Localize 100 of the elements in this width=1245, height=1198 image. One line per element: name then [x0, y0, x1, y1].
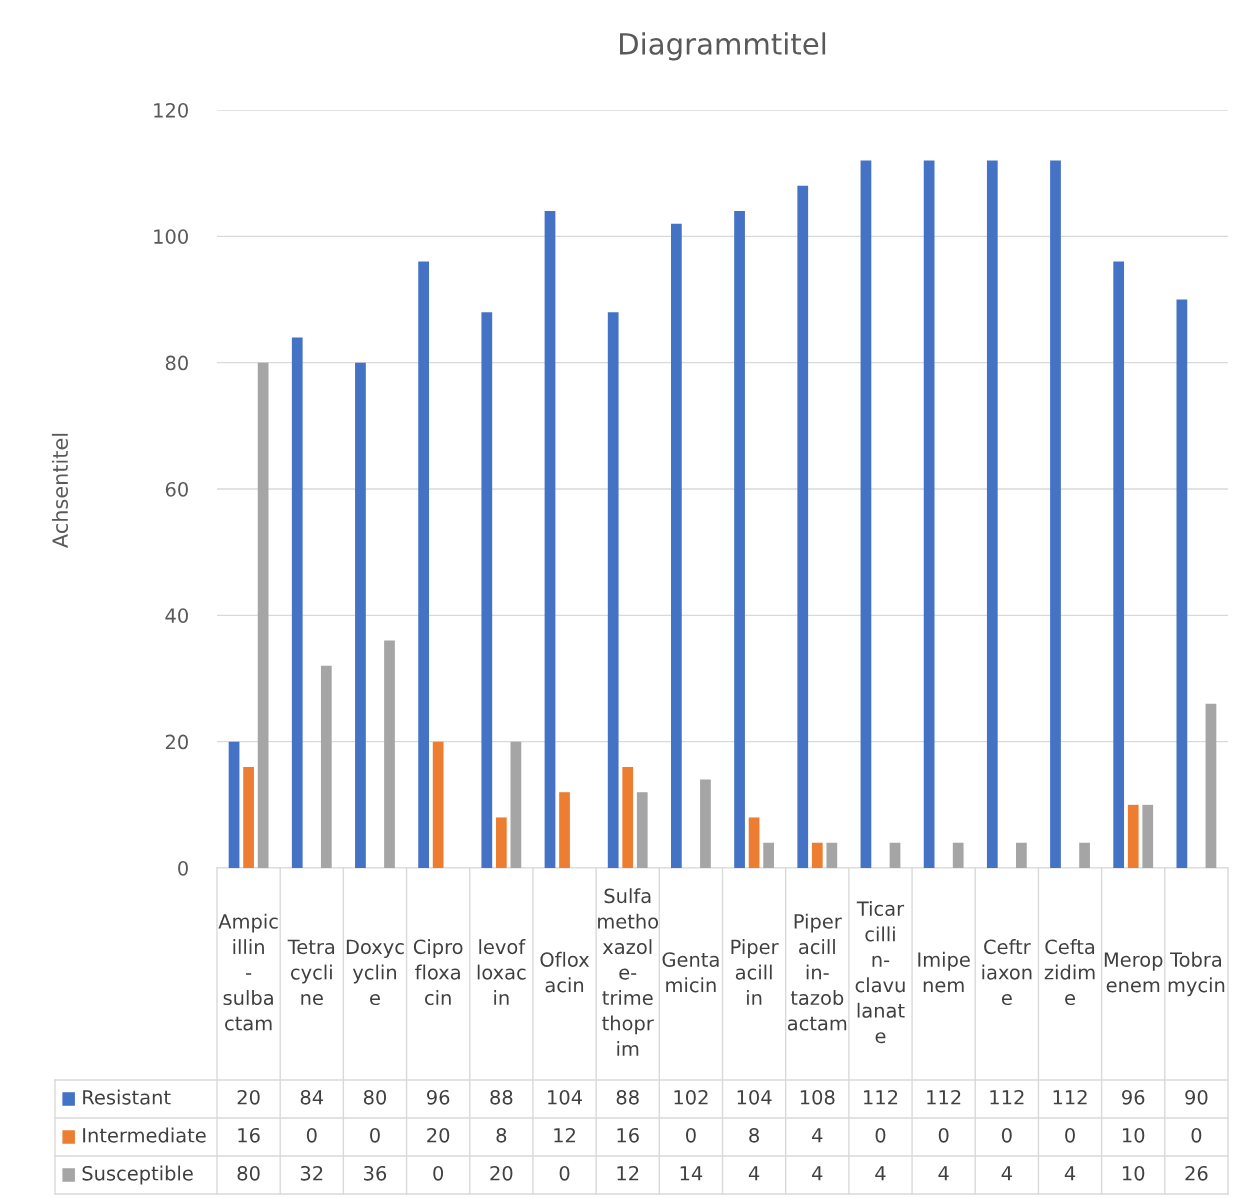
bar: [860, 160, 872, 868]
bar: [432, 741, 444, 868]
bar: [986, 160, 998, 868]
data-label: 0: [306, 1127, 317, 1143]
data-label: 104: [737, 1089, 772, 1105]
x-tick-label: Piperacillin-tazobactam: [787, 913, 847, 1031]
legend-label: Susceptible: [82, 1165, 193, 1185]
bar: [257, 362, 269, 868]
bar: [510, 741, 522, 868]
data-label: 4: [812, 1128, 823, 1143]
bar: [797, 185, 809, 868]
data-label: 84: [300, 1089, 324, 1105]
chart-title: Diagrammtitel: [620, 32, 826, 61]
data-label: 0: [559, 1165, 570, 1181]
x-tick-label: Sulfamethoxazole-trimethoprim: [598, 888, 659, 1056]
bar: [622, 766, 634, 868]
data-label: 80: [363, 1089, 387, 1105]
y-tick-label: 20: [165, 734, 188, 750]
data-label: 104: [548, 1089, 582, 1105]
data-label: 96: [1122, 1089, 1145, 1105]
data-label: 4: [1064, 1166, 1076, 1181]
bar: [384, 640, 395, 868]
y-tick-label: 40: [165, 608, 188, 623]
data-label: 4: [1001, 1166, 1012, 1181]
data-label: 112: [1053, 1089, 1087, 1105]
data-label: 12: [554, 1127, 575, 1143]
bar: [243, 766, 254, 868]
bar: [1079, 842, 1090, 868]
y-tick-label: 80: [165, 355, 188, 371]
data-label: 14: [680, 1166, 703, 1181]
data-label: 10: [1122, 1165, 1145, 1181]
x-tick-label: Ceftazidime: [1044, 939, 1095, 1006]
bar: [952, 842, 964, 868]
data-label: 20: [237, 1089, 260, 1105]
data-label: 0: [1001, 1127, 1012, 1143]
data-label: 16: [617, 1127, 639, 1143]
bar: [1050, 160, 1061, 868]
data-label: 20: [427, 1127, 450, 1143]
legend-label: Resistant: [83, 1089, 171, 1105]
bar: [544, 211, 556, 868]
y-tick-label: 60: [165, 481, 188, 497]
bar: [734, 211, 745, 868]
y-tick-label: 0: [178, 860, 188, 876]
x-tick-label: Ceftriaxone: [982, 939, 1032, 1006]
data-label: 32: [300, 1165, 323, 1181]
bar: [320, 665, 332, 868]
data-label: 4: [938, 1166, 949, 1181]
data-label: 0: [875, 1127, 886, 1143]
bar: [607, 312, 619, 868]
data-label: 112: [990, 1089, 1024, 1105]
y-tick-label: 120: [154, 102, 188, 118]
data-label: 108: [800, 1089, 835, 1105]
y-tick-label: 100: [154, 229, 188, 244]
data-label: 0: [686, 1127, 696, 1143]
bar: [700, 779, 711, 868]
bar: [1127, 804, 1139, 868]
bar: [1176, 299, 1188, 868]
data-label: 12: [617, 1165, 639, 1181]
bar: [1205, 703, 1217, 868]
x-tick-label: Ciprofloxacin: [413, 939, 463, 1006]
bar: [228, 741, 240, 868]
data-label: 88: [616, 1089, 639, 1105]
bar: [355, 362, 366, 868]
bar: [671, 223, 682, 868]
data-label: 102: [674, 1089, 708, 1105]
legend-label: Intermediate: [83, 1127, 206, 1143]
data-label: 0: [1191, 1127, 1202, 1143]
bar: [495, 817, 507, 868]
bar: [748, 817, 760, 868]
x-tick-label: levofloxacin: [477, 939, 526, 1005]
x-tick-label: Ampicillin-sulbactam: [218, 913, 278, 1031]
bar: [826, 842, 838, 868]
data-label: 112: [927, 1089, 961, 1105]
data-label: 8: [749, 1127, 759, 1143]
bar: [923, 160, 935, 868]
data-label: 20: [490, 1165, 513, 1181]
x-tick-label: Gentamicin: [662, 952, 719, 993]
x-tick-label: Ticarcillin-clavulanate: [855, 900, 905, 1044]
data-label: 4: [875, 1166, 886, 1181]
data-label: 112: [864, 1089, 898, 1105]
bar: [636, 792, 648, 868]
x-tick-label: Tetracycline: [287, 939, 335, 1006]
bar: [481, 312, 493, 868]
bar: [811, 842, 823, 868]
x-tick-label: Ofloxacin: [540, 951, 590, 993]
bar: [1113, 261, 1125, 868]
bar: [1016, 842, 1027, 868]
bar: [889, 842, 901, 868]
data-label: 0: [1065, 1127, 1075, 1143]
data-label: 26: [1185, 1165, 1208, 1181]
data-label: 36: [364, 1165, 387, 1181]
data-label: 16: [238, 1127, 260, 1143]
bar: [418, 261, 429, 868]
x-tick-label: Tobramycin: [1168, 951, 1225, 997]
bar: [1142, 804, 1154, 868]
data-label: 90: [1185, 1089, 1208, 1105]
x-tick-label: Imipenem: [918, 951, 970, 993]
bar: [559, 792, 570, 868]
x-tick-label: Doxycycline: [346, 939, 404, 1006]
bar: [291, 337, 303, 868]
